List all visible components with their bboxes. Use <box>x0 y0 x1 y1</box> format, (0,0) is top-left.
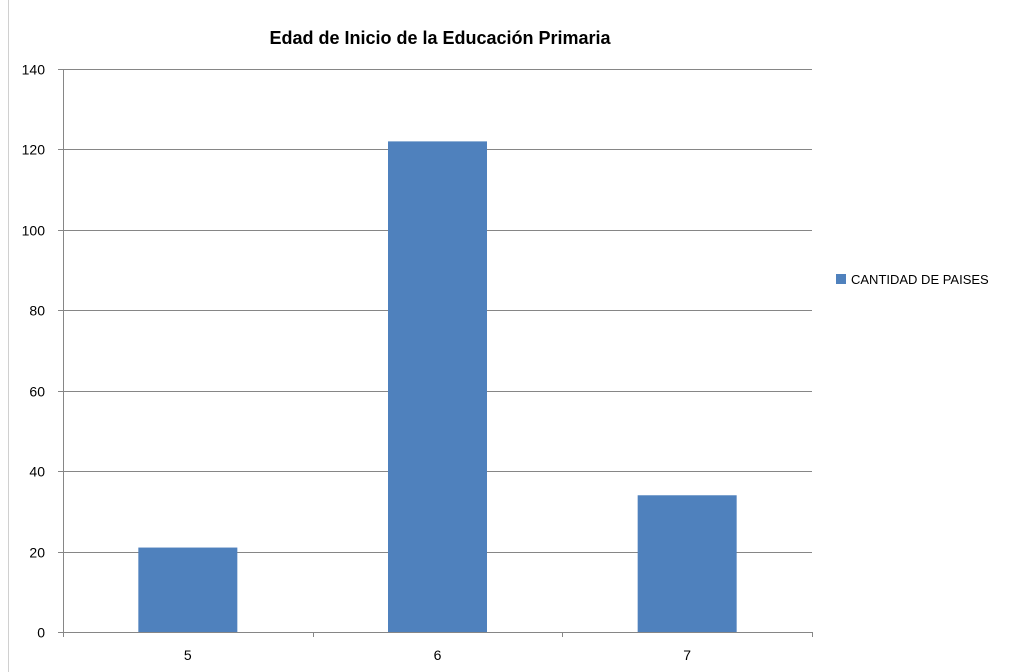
y-tick-label: 140 <box>22 62 46 78</box>
left-border-line <box>8 0 9 672</box>
bars <box>138 141 737 632</box>
y-tick-label: 80 <box>29 303 45 319</box>
y-tick-label: 40 <box>29 464 45 480</box>
y-tick-label: 20 <box>29 545 45 561</box>
bar-7 <box>637 495 737 632</box>
chart-title: Edad de Inicio de la Educación Primaria <box>269 28 611 48</box>
y-tick-label: 100 <box>22 223 46 239</box>
x-tick-label: 7 <box>683 647 691 663</box>
legend-label: CANTIDAD DE PAISES <box>851 272 989 287</box>
legend-swatch <box>836 274 846 284</box>
legend: CANTIDAD DE PAISES <box>836 272 989 287</box>
bar-6 <box>388 141 487 632</box>
y-tick-label: 120 <box>22 142 46 158</box>
x-tick-label: 6 <box>434 647 442 663</box>
x-tick-label: 5 <box>184 647 192 663</box>
y-axis-ticks: 0 20 40 60 80 100 120 140 <box>22 62 46 641</box>
axes <box>63 69 812 633</box>
bar-5 <box>138 547 238 632</box>
x-axis-ticks: 5 6 7 <box>63 632 813 663</box>
y-tick-label: 60 <box>29 384 45 400</box>
y-tick-label: 0 <box>37 625 45 641</box>
